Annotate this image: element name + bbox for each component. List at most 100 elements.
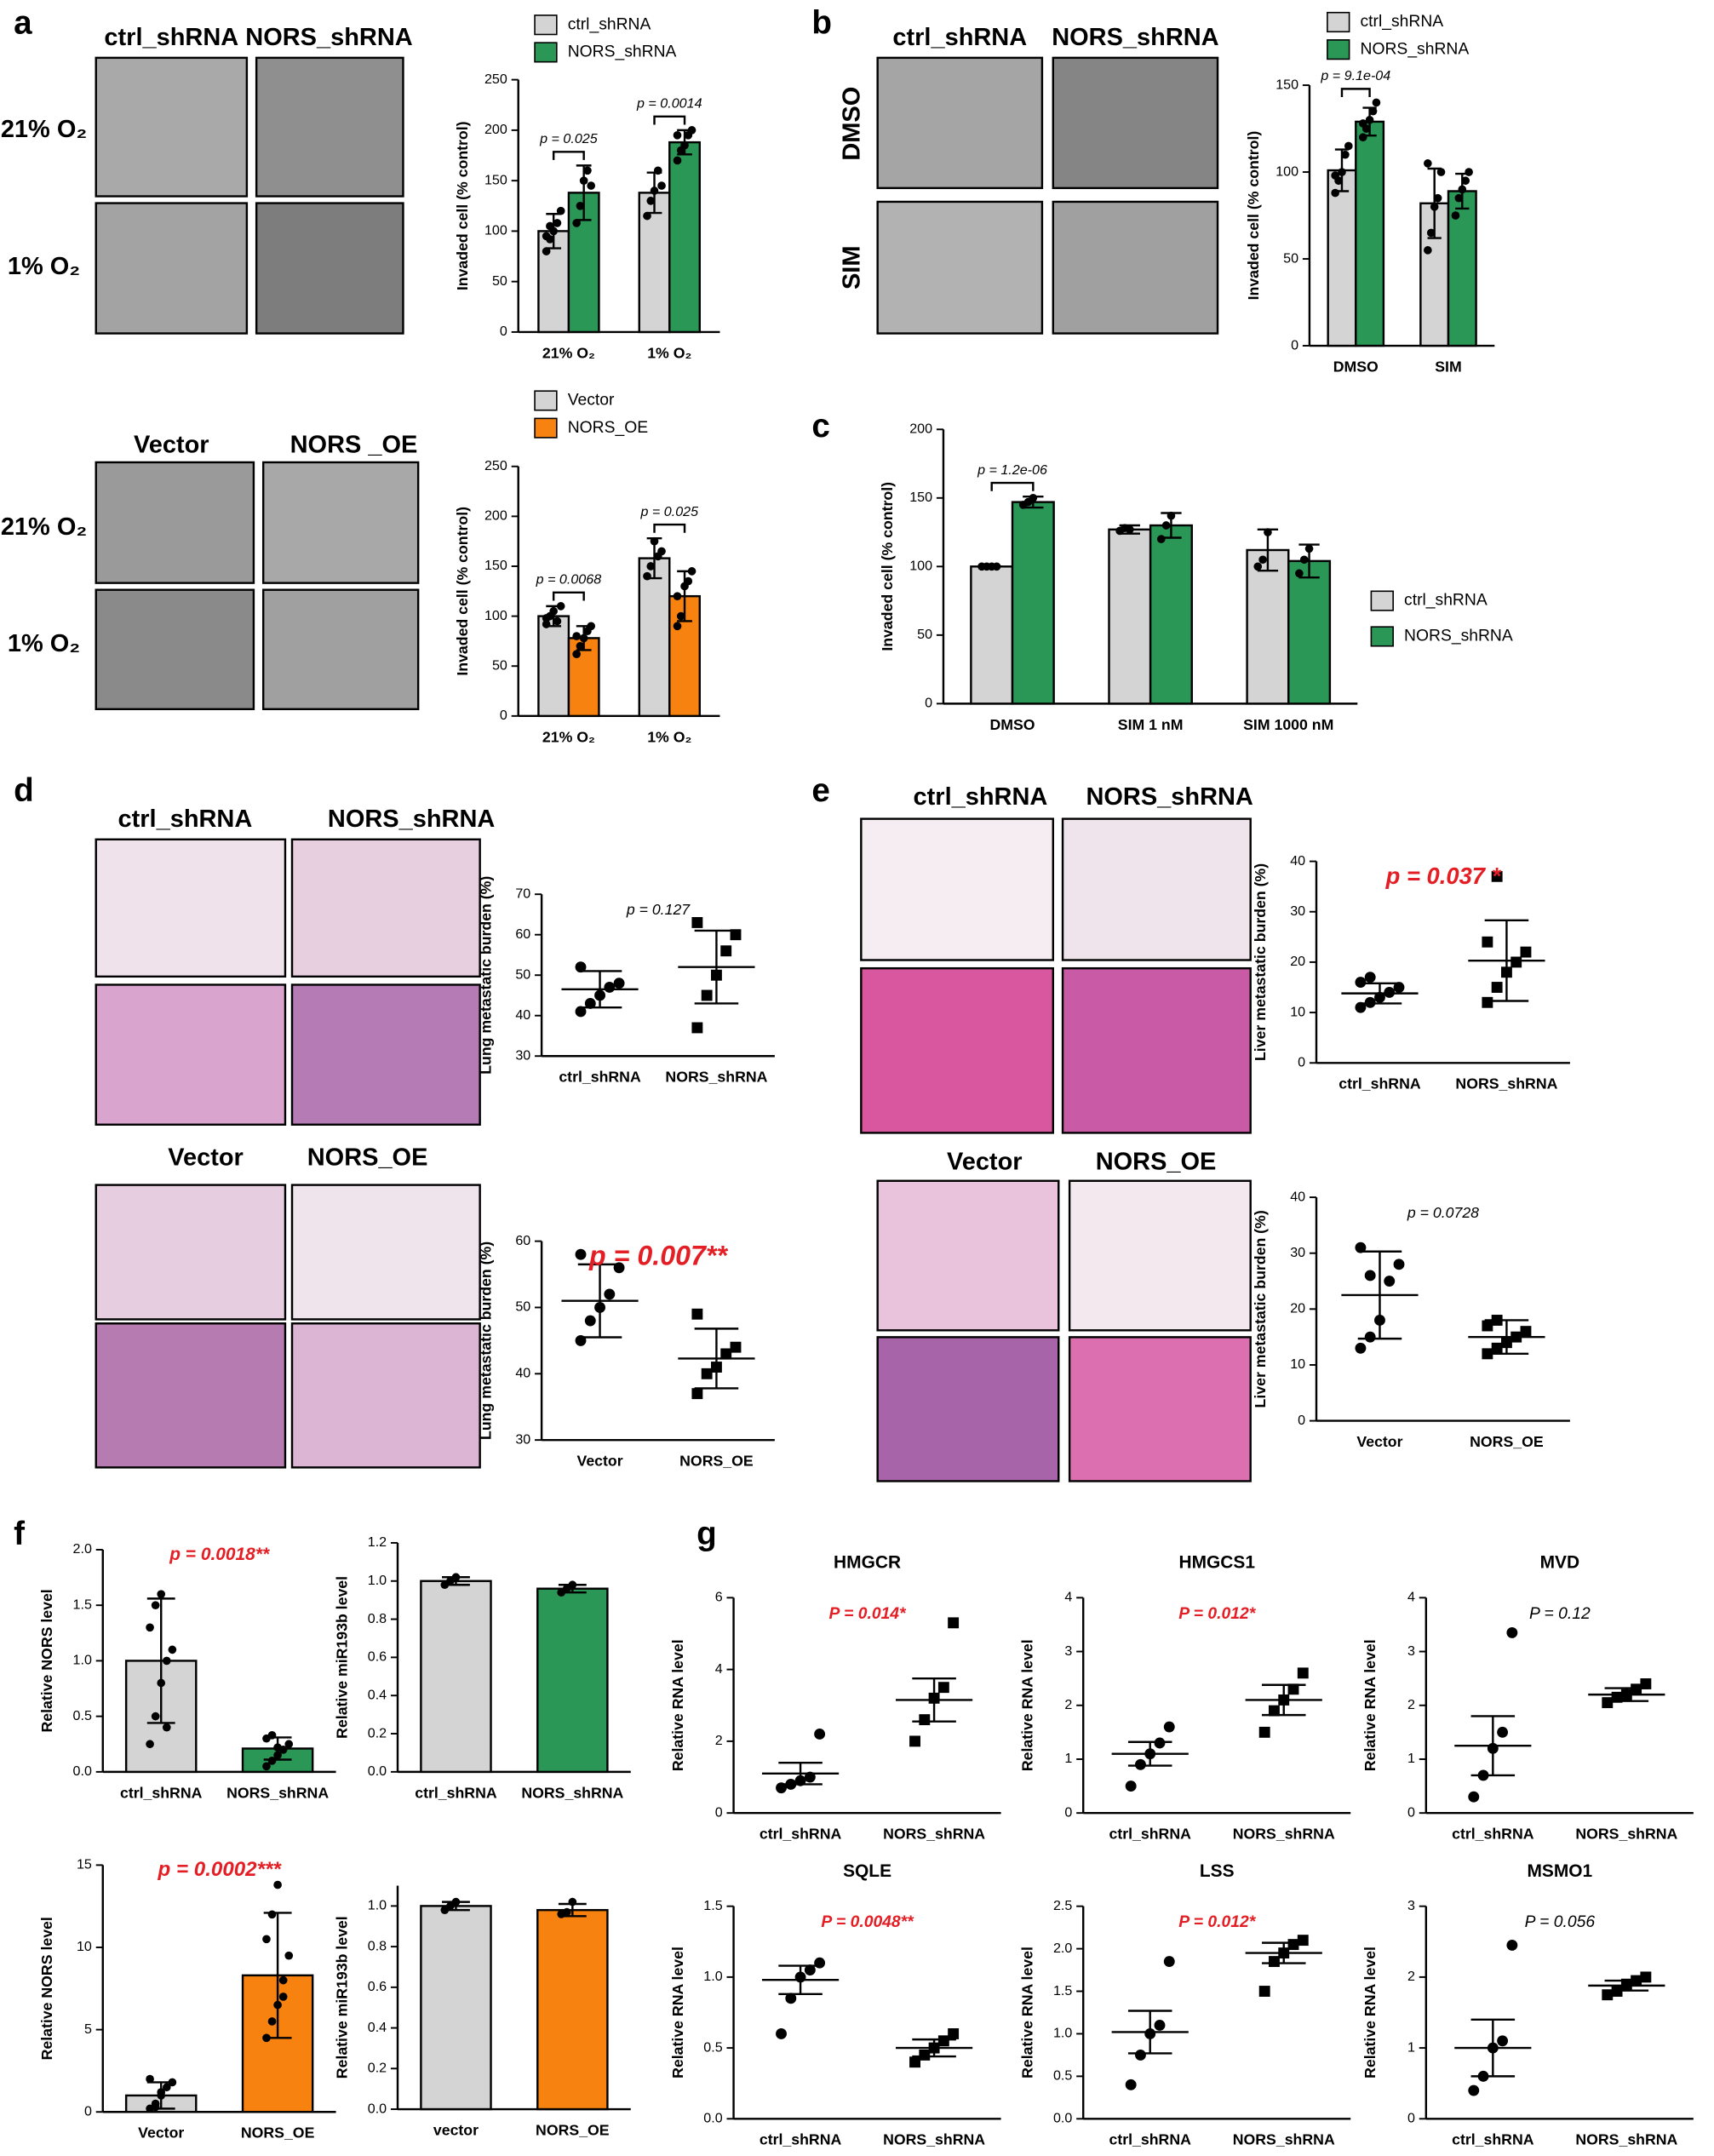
chart-title: MVD: [1540, 1553, 1579, 1573]
data-point: [284, 1740, 294, 1749]
data-point: [1154, 2020, 1166, 2031]
x-tick-label: vector: [433, 2121, 479, 2138]
panel-letter: d: [14, 772, 34, 809]
image-label: 21% O₂: [1, 513, 87, 541]
x-tick-label: 21% O₂: [542, 344, 595, 361]
data-point: [1468, 2084, 1480, 2096]
image-label: ctrl_shRNA: [892, 24, 1027, 51]
x-tick-label: NORS_OE: [679, 1453, 754, 1470]
data-point: [1372, 98, 1381, 107]
x-tick-label: SIM 1000 nM: [1243, 716, 1333, 733]
bar: [420, 1580, 492, 1774]
significance-bracket: [552, 591, 585, 601]
y-tick-label: 10: [1290, 1356, 1305, 1372]
chart: 0 50 100 150 Invaded cell (% control) DMSO SIM…: [1245, 11, 1495, 375]
y-axis-label: Relative RNA level: [1361, 1947, 1379, 2079]
data-point: [553, 219, 562, 227]
data-point: [1295, 569, 1304, 578]
data-point: [1640, 1678, 1652, 1689]
bar: [1149, 524, 1193, 705]
bar: [537, 615, 570, 718]
x-tick-label: NORS_shRNA: [1233, 2131, 1335, 2148]
y-axis-label: Liver metastatic burden (%): [1252, 1210, 1269, 1408]
y-tick-label: 1: [1407, 1751, 1415, 1766]
y-tick-label: 1.5: [703, 1898, 722, 1913]
data-point: [151, 1712, 160, 1721]
y-tick-label: 0.5: [1053, 2068, 1072, 2084]
data-point: [162, 1723, 171, 1732]
data-point: [1331, 171, 1339, 180]
data-point: [1364, 972, 1376, 983]
y-tick-label: 4: [715, 1661, 723, 1677]
legend-swatch: [534, 417, 558, 439]
x-tick-label: 21% O₂: [542, 728, 595, 745]
micrograph: [290, 1184, 481, 1321]
y-tick-label: 250: [484, 72, 507, 87]
y-tick-label: 200: [909, 421, 932, 437]
y-tick-label: 40: [515, 1007, 530, 1023]
y-tick-label: 10: [77, 1939, 92, 1954]
y-tick-label: 200: [484, 122, 507, 137]
significance-bracket: [653, 115, 686, 125]
data-point: [1358, 119, 1367, 128]
y-tick-label: 5: [84, 2021, 92, 2037]
data-point: [1393, 1259, 1405, 1270]
legend-swatch: [1327, 11, 1350, 33]
x-tick-label: NORS_shRNA: [1455, 1075, 1557, 1092]
data-point: [673, 622, 682, 631]
data-point: [562, 1907, 571, 1917]
chart-title: MSMO1: [1527, 1861, 1592, 1881]
bar: [1327, 169, 1357, 347]
bar: [638, 557, 671, 718]
data-point: [151, 2102, 160, 2112]
micrograph: [876, 1336, 1060, 1482]
data-point: [657, 547, 666, 556]
legend-swatch: [1370, 626, 1394, 647]
annotation: p = 0.025: [639, 504, 698, 519]
y-axis-label: Relative RNA level: [1361, 1639, 1379, 1771]
data-point: [1454, 193, 1464, 203]
y-tick-label: 250: [484, 458, 507, 473]
data-point: [151, 1601, 160, 1610]
chart: 0.0 0.5 1.0 1.5 Relative RNA level SQLE ctrl_s…: [669, 1861, 1001, 2148]
data-point: [262, 1935, 271, 1944]
y-tick-label: 70: [515, 886, 530, 901]
y-tick-label: 0.5: [73, 1708, 92, 1723]
annotation: p = 0.025: [539, 131, 598, 146]
micrograph: [1052, 56, 1219, 190]
y-tick-label: 10: [1290, 1004, 1305, 1019]
data-point: [1299, 555, 1309, 565]
chart: 0 2 4 6 Relative RNA level HMGCR ctrl_shRNA NOR…: [669, 1553, 1001, 1843]
image-label: Vector: [134, 431, 209, 458]
data-point: [1482, 996, 1493, 1008]
data-point: [1393, 982, 1405, 993]
y-tick-label: 0.0: [368, 2101, 387, 2116]
panel-letter: f: [14, 1516, 25, 1552]
y-axis-label: Relative NORS level: [38, 1589, 55, 1732]
legend-label: NORS_OE: [568, 419, 649, 437]
legend-label: NORS_shRNA: [1361, 40, 1470, 58]
y-tick-label: 1.0: [368, 1573, 387, 1588]
data-point: [553, 616, 562, 626]
y-tick-label: 0: [1298, 1413, 1305, 1428]
y-tick-label: 1.0: [368, 1898, 387, 1913]
micrograph: [95, 1322, 287, 1469]
legend-swatch: [534, 390, 558, 411]
data-point: [168, 1645, 177, 1654]
data-point: [1520, 1326, 1532, 1338]
x-tick-label: Vector: [1356, 1433, 1402, 1450]
annotation: p = 1.2e-06: [977, 462, 1047, 478]
y-tick-label: 0: [1407, 1804, 1415, 1820]
x-tick-label: SIM 1 nM: [1118, 716, 1184, 733]
data-point: [684, 576, 693, 586]
y-tick-label: 2: [1407, 1697, 1415, 1712]
chart: 0.0 0.2 0.4 0.6 0.8 1.0 Relative miR193b level…: [333, 1885, 631, 2138]
y-tick-label: 40: [1290, 1189, 1305, 1204]
y-tick-label: 50: [492, 273, 507, 289]
annotation: p = 0.0002***: [158, 1858, 283, 1881]
data-point: [1125, 2079, 1137, 2090]
data-point: [691, 1022, 703, 1034]
data-point: [1506, 1626, 1518, 1638]
data-point: [1163, 1956, 1175, 1968]
x-tick-label: NORS_OE: [1470, 1433, 1544, 1450]
